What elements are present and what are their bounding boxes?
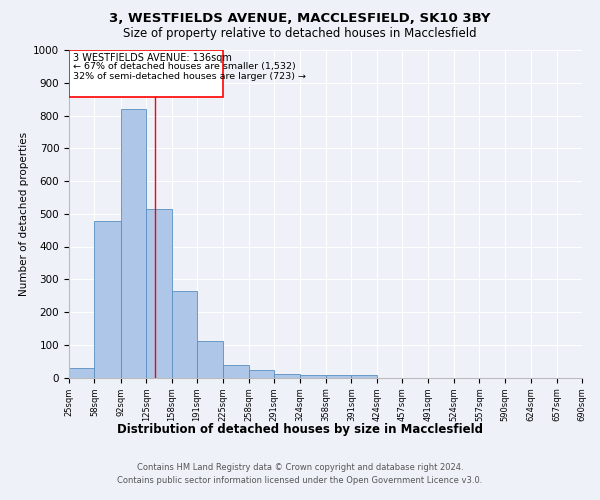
Text: Contains HM Land Registry data © Crown copyright and database right 2024.: Contains HM Land Registry data © Crown c… [137, 462, 463, 471]
Bar [274, 374, 299, 378]
Text: 3, WESTFIELDS AVENUE, MACCLESFIELD, SK10 3BY: 3, WESTFIELDS AVENUE, MACCLESFIELD, SK10… [109, 12, 491, 26]
Bar [326, 375, 352, 378]
Bar [172, 290, 197, 378]
Text: Distribution of detached houses by size in Macclesfield: Distribution of detached houses by size … [117, 422, 483, 436]
Bar [249, 370, 274, 378]
Text: 3 WESTFIELDS AVENUE: 136sqm: 3 WESTFIELDS AVENUE: 136sqm [73, 54, 232, 64]
Text: Contains public sector information licensed under the Open Government Licence v3: Contains public sector information licen… [118, 476, 482, 485]
Bar [69, 368, 94, 378]
FancyBboxPatch shape [69, 50, 223, 96]
Bar [94, 221, 121, 378]
Y-axis label: Number of detached properties: Number of detached properties [19, 132, 29, 296]
Bar [146, 209, 172, 378]
Bar [121, 109, 146, 378]
Bar [223, 365, 249, 378]
Text: ← 67% of detached houses are smaller (1,532): ← 67% of detached houses are smaller (1,… [73, 62, 296, 72]
Bar [299, 375, 326, 378]
Bar [197, 341, 223, 378]
Text: Size of property relative to detached houses in Macclesfield: Size of property relative to detached ho… [123, 28, 477, 40]
Text: 32% of semi-detached houses are larger (723) →: 32% of semi-detached houses are larger (… [73, 72, 306, 80]
Bar [352, 375, 377, 378]
